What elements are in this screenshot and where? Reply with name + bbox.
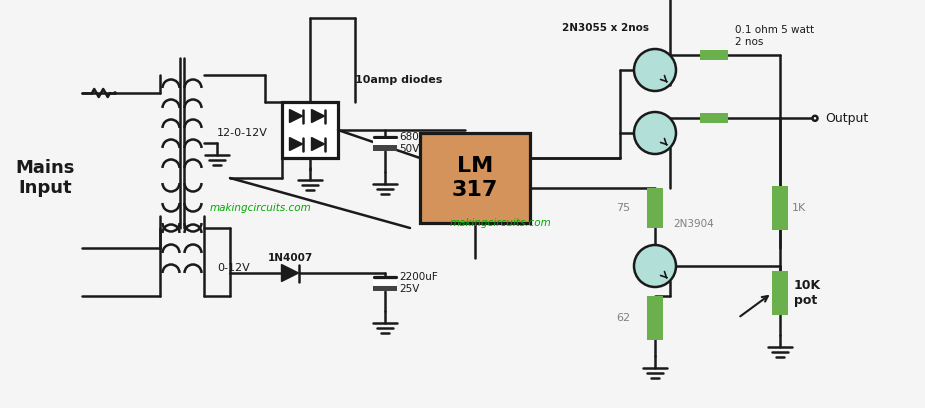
Text: 0-12V: 0-12V	[217, 263, 250, 273]
Bar	[772, 271, 788, 315]
Text: LM
317: LM 317	[451, 156, 499, 200]
Text: 10K
pot: 10K pot	[794, 279, 821, 307]
Polygon shape	[312, 137, 325, 151]
Bar	[647, 296, 663, 340]
Bar	[282, 102, 338, 158]
Polygon shape	[290, 137, 302, 151]
Bar	[420, 133, 530, 223]
Text: 6800uF
50V: 6800uF 50V	[399, 132, 438, 154]
Text: 12-0-12V: 12-0-12V	[217, 128, 268, 138]
Text: Output: Output	[825, 112, 869, 125]
Text: makingcircuits.com: makingcircuits.com	[210, 203, 312, 213]
Bar	[700, 50, 728, 60]
Text: Mains
Input: Mains Input	[16, 159, 75, 197]
Bar	[373, 146, 397, 151]
Polygon shape	[281, 264, 299, 282]
Text: 1K: 1K	[792, 203, 807, 213]
Text: 62: 62	[616, 313, 630, 323]
Circle shape	[634, 112, 676, 154]
Text: 2N3904: 2N3904	[673, 219, 714, 229]
Circle shape	[113, 91, 117, 95]
Polygon shape	[312, 109, 325, 122]
Bar	[373, 279, 397, 285]
Text: 2200uF
25V: 2200uF 25V	[399, 272, 438, 294]
Text: 75: 75	[616, 203, 630, 213]
Circle shape	[634, 49, 676, 91]
Circle shape	[812, 116, 818, 121]
Circle shape	[634, 245, 676, 287]
Text: makingcircuits.com: makingcircuits.com	[450, 218, 551, 228]
Bar	[647, 188, 663, 228]
Bar	[373, 286, 397, 291]
Bar	[373, 140, 397, 145]
Text: 0.1 ohm 5 watt
2 nos: 0.1 ohm 5 watt 2 nos	[735, 25, 814, 47]
Bar	[772, 186, 788, 230]
Text: 1N4007: 1N4007	[267, 253, 313, 263]
Text: 10amp diodes: 10amp diodes	[355, 75, 442, 85]
Bar	[700, 113, 728, 123]
Text: 2N3055 x 2nos: 2N3055 x 2nos	[561, 23, 648, 33]
Polygon shape	[290, 109, 302, 122]
